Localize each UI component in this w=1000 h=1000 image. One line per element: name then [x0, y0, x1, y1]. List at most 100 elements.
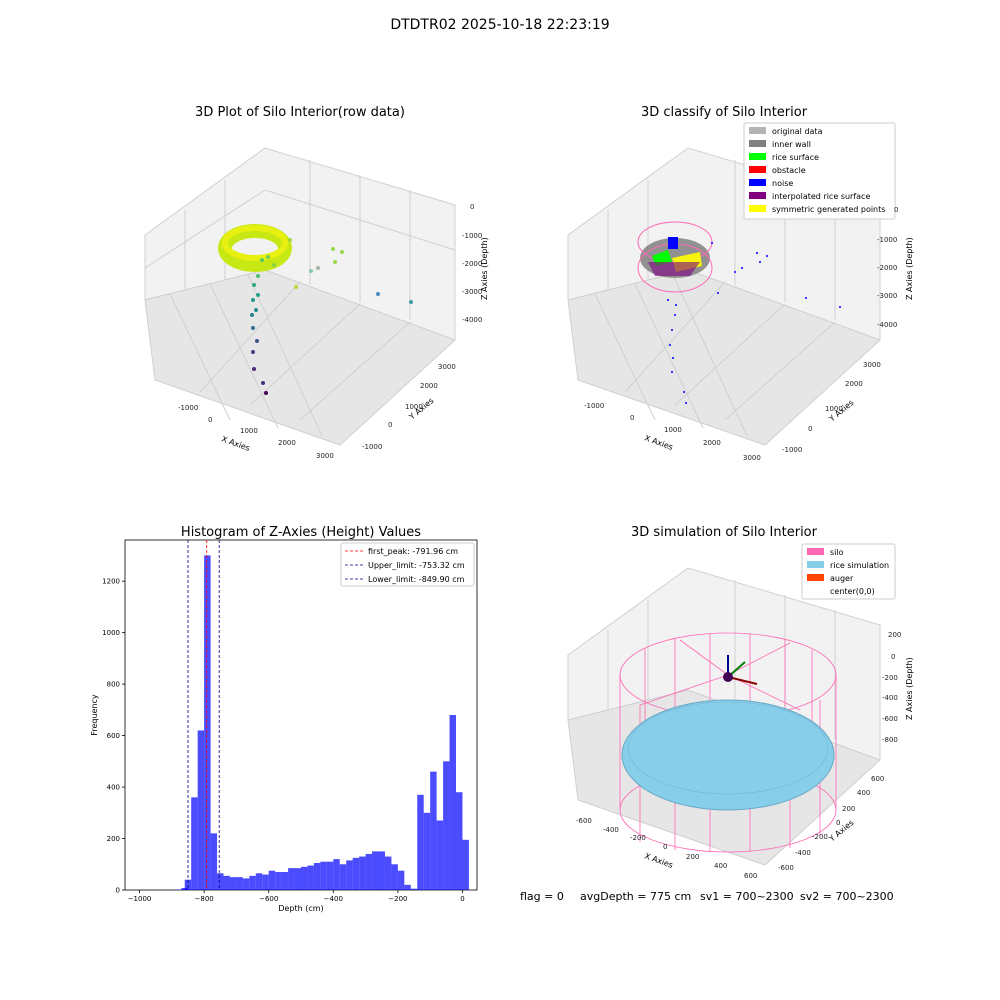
panel-simulation-3d: 3D simulation of Silo Interior	[567, 525, 914, 880]
legend-swatch-symmetric	[749, 205, 766, 212]
svg-text:3000: 3000	[863, 361, 881, 369]
hist-legend-box	[340, 542, 475, 587]
hist-bar	[301, 866, 308, 890]
sim-rice-surface	[621, 699, 835, 811]
hist-xticks: −1000 −800 −600 −400 −200 0	[128, 890, 465, 903]
legend-swatch-obstacle	[749, 166, 766, 173]
legend-label-inner-wall: inner wall	[772, 140, 811, 149]
hist-bar	[462, 839, 469, 890]
hist-bar	[391, 864, 398, 890]
sim-rice-contour	[627, 701, 829, 795]
svg-text:3000: 3000	[438, 363, 456, 371]
svg-text:-2000: -2000	[462, 260, 482, 268]
raw-scatter-points	[250, 238, 413, 395]
svg-text:-4000: -4000	[462, 316, 482, 324]
hist-bar	[255, 873, 263, 890]
svg-text:-1000: -1000	[462, 232, 482, 240]
svg-text:0: 0	[663, 843, 667, 851]
svg-text:200: 200	[888, 631, 901, 639]
legend-label-rice-sim: rice simulation	[830, 561, 889, 570]
svg-text:0: 0	[894, 206, 898, 214]
legend-label-lower: Lower_limit: -849.90 cm	[368, 575, 465, 584]
hist-bar	[288, 868, 295, 890]
svg-text:1000: 1000	[405, 403, 423, 411]
classify-grid	[594, 160, 836, 437]
hist-bar	[365, 853, 373, 890]
classify-noise-cluster	[668, 237, 678, 249]
svg-text:0: 0	[388, 421, 392, 429]
hist-bar	[281, 871, 289, 890]
svg-text:-600: -600	[882, 715, 898, 723]
panel-classify-title: 3D classify of Silo Interior	[641, 105, 808, 120]
svg-text:1000: 1000	[240, 427, 258, 435]
svg-text:3000: 3000	[743, 454, 761, 462]
legend-label-center: center(0,0)	[830, 587, 875, 596]
classify-xlabel: X Axies	[643, 433, 674, 452]
hist-bar	[456, 792, 463, 890]
hist-bar	[184, 879, 192, 890]
panel-raw-3d: 3D Plot of Silo Interior(row data)	[144, 105, 489, 460]
hist-xtick-label: −200	[388, 895, 407, 903]
hist-bar	[275, 871, 282, 890]
svg-text:-4000: -4000	[877, 321, 897, 329]
legend-swatch-inner-wall	[749, 140, 766, 147]
hist-bar	[443, 761, 450, 890]
hist-bar	[397, 870, 405, 890]
svg-text:0: 0	[836, 819, 840, 827]
hist-bar	[449, 715, 457, 890]
sim-xlabel: X Axies	[643, 851, 674, 870]
legend-swatch-auger	[807, 574, 824, 581]
svg-text:-800: -800	[882, 736, 898, 744]
legend-label-interpolated: interpolated rice surface	[772, 192, 870, 201]
hist-bars	[175, 555, 469, 890]
hist-bar	[229, 877, 237, 890]
legend-swatch-silo	[807, 548, 824, 555]
hist-xtick-label: −800	[195, 895, 214, 903]
svg-text:-200: -200	[882, 674, 898, 682]
hist-bar	[320, 861, 327, 890]
hist-bar	[262, 874, 269, 890]
svg-text:-200: -200	[630, 834, 646, 842]
svg-text:-200: -200	[812, 833, 828, 841]
sim-xtick-labels: -600 -400 -200 0 200 400 600	[576, 817, 757, 880]
hist-vlines	[187, 540, 220, 890]
classify-legend: original data inner wall rice surface ob…	[743, 122, 896, 220]
hist-bar	[268, 870, 276, 890]
hist-yticks: 0 200 400 600 800 1000 1200	[102, 578, 125, 895]
legend-label-noise: noise	[772, 179, 793, 188]
hist-bar	[175, 889, 182, 890]
footer-avg-depth: avgDepth = 775 cm	[580, 890, 691, 903]
svg-text:-600: -600	[576, 817, 592, 825]
panel-histogram: Histogram of Z-Axies (Height) Values −10…	[90, 525, 478, 913]
svg-text:-1000: -1000	[877, 236, 897, 244]
hist-bar	[417, 794, 424, 890]
classify-noise-points	[667, 242, 841, 404]
svg-text:1000: 1000	[825, 405, 843, 413]
hist-xtick-label: −1000	[128, 895, 152, 903]
hist-bar	[249, 875, 256, 890]
svg-text:-1000: -1000	[178, 404, 198, 412]
sim-zlabel: Z Axies (Depth)	[905, 657, 914, 720]
svg-text:3000: 3000	[316, 452, 334, 460]
hist-bar	[294, 868, 301, 890]
hist-ylabel: Frequency	[90, 694, 99, 736]
hist-ytick-label: 1200	[102, 578, 120, 586]
hist-xlabel: Depth (cm)	[278, 904, 323, 913]
sim-auger	[723, 655, 758, 685]
hist-bar	[372, 851, 379, 890]
hist-bar	[410, 888, 418, 890]
raw-ytick-labels: -1000 0 1000 2000 3000	[362, 363, 456, 451]
svg-text:0: 0	[808, 425, 812, 433]
hist-ytick-label: 200	[107, 835, 120, 843]
raw-ztick-labels: 0 -1000 -2000 -3000 -4000	[462, 203, 482, 324]
svg-text:2000: 2000	[278, 439, 296, 447]
panel-classify-3d: 3D classify of Silo Interior	[567, 105, 914, 462]
sim-center-marker	[723, 672, 733, 682]
svg-text:0: 0	[470, 203, 474, 211]
svg-text:-600: -600	[778, 864, 794, 872]
hist-bar	[384, 856, 392, 890]
hist-bar	[191, 797, 198, 890]
footer-flag: flag = 0	[520, 890, 564, 903]
hist-bar	[378, 851, 385, 890]
